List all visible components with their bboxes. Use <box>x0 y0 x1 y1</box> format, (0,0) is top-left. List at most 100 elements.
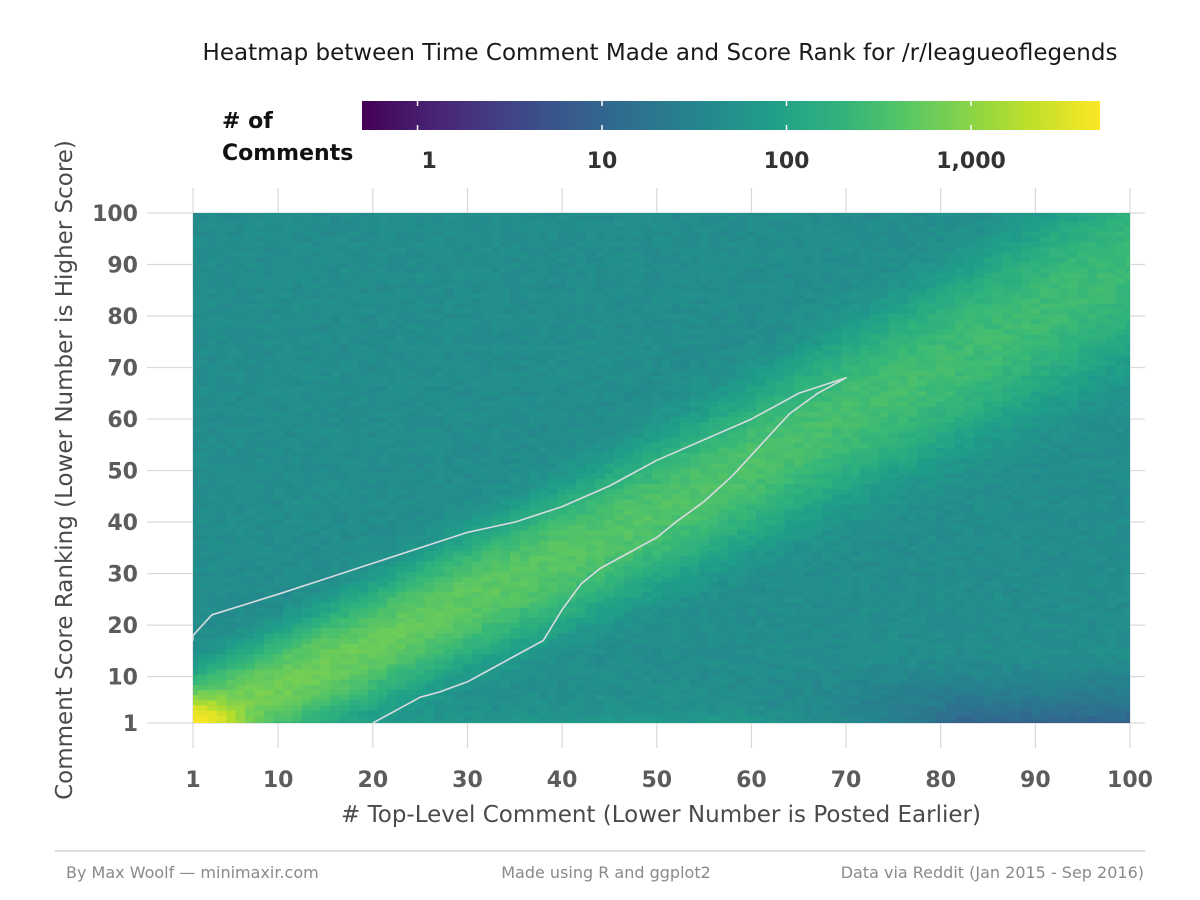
heatmap-cell <box>207 344 218 351</box>
heatmap-cell <box>330 318 341 325</box>
heatmap-cell <box>396 689 407 696</box>
heatmap-cell <box>254 663 265 670</box>
heatmap-cell <box>405 483 417 490</box>
heatmap-cell <box>207 596 218 603</box>
heatmap-cell <box>263 622 275 629</box>
heatmap-cell <box>330 581 341 588</box>
heatmap-cell <box>197 364 208 371</box>
heatmap-cell <box>595 704 606 711</box>
heatmap-cell <box>245 565 256 572</box>
heatmap-cell <box>519 493 530 500</box>
heatmap-cell <box>652 632 663 639</box>
heatmap-cell <box>387 213 398 217</box>
heatmap-cell <box>500 638 511 644</box>
heatmap-cell <box>254 364 265 371</box>
heatmap-cell <box>462 555 473 562</box>
heatmap-cell <box>443 591 454 598</box>
heatmap-cell <box>396 267 407 273</box>
heatmap-cell <box>642 534 653 541</box>
heatmap-cell <box>434 581 445 588</box>
heatmap-cell <box>652 689 663 696</box>
heatmap-cell <box>453 591 464 598</box>
heatmap-cell <box>443 468 454 474</box>
heatmap-cell <box>566 601 577 608</box>
heatmap-cell <box>339 540 350 546</box>
heatmap-cell <box>358 710 369 716</box>
heatmap-cell <box>301 323 312 330</box>
heatmap-cell <box>566 493 577 500</box>
heatmap-cell <box>510 483 521 490</box>
heatmap-cell <box>472 437 483 443</box>
heatmap-cell <box>197 431 208 438</box>
heatmap-cell <box>193 390 199 397</box>
heatmap-cell <box>595 689 606 696</box>
heatmap-cell <box>453 251 464 258</box>
heatmap-cell <box>434 591 445 598</box>
heatmap-cell <box>282 251 293 258</box>
heatmap-cell <box>642 452 653 459</box>
colorbar <box>362 101 1100 130</box>
heatmap-cell <box>320 468 331 474</box>
heatmap-cell <box>396 622 407 629</box>
heatmap-cell <box>585 601 596 608</box>
heatmap-cell <box>405 674 417 680</box>
heatmap-cell <box>339 426 350 433</box>
heatmap-cell <box>245 277 256 284</box>
heatmap-cell <box>642 231 653 237</box>
heatmap-cell <box>207 684 218 691</box>
heatmap-cell <box>320 550 331 557</box>
heatmap-cell <box>519 586 530 593</box>
heatmap-cell <box>547 519 558 526</box>
heatmap-cell <box>538 658 549 665</box>
heatmap-cell <box>500 308 511 315</box>
heatmap-cell <box>491 509 502 515</box>
heatmap-cell <box>216 581 227 588</box>
heatmap-cell <box>396 674 407 680</box>
heatmap-cell <box>193 385 199 392</box>
heatmap-cell <box>377 303 388 309</box>
heatmap-cell <box>207 287 218 294</box>
heatmap-cell <box>235 555 246 562</box>
heatmap-cell <box>387 576 398 582</box>
heatmap-cell <box>197 401 208 407</box>
heatmap-cell <box>424 638 435 644</box>
heatmap-cell <box>330 385 341 392</box>
heatmap-cell <box>320 478 331 485</box>
heatmap-cell <box>207 241 218 248</box>
heatmap-cell <box>434 411 445 418</box>
heatmap-cell <box>254 318 265 325</box>
heatmap-cell <box>547 385 558 392</box>
heatmap-cell <box>434 663 445 670</box>
heatmap-cell <box>434 648 445 655</box>
heatmap-cell <box>216 457 227 464</box>
heatmap-cell <box>226 581 237 588</box>
heatmap-cell <box>424 395 435 402</box>
heatmap-cell <box>311 328 322 335</box>
heatmap-cell <box>576 344 587 351</box>
heatmap-cell <box>604 287 615 294</box>
heatmap-cell <box>405 416 417 423</box>
heatmap-cell <box>377 565 388 572</box>
heatmap-cell <box>510 359 521 366</box>
heatmap-cell <box>595 601 606 608</box>
heatmap-cell <box>226 303 237 309</box>
heatmap-cell <box>434 261 445 268</box>
heatmap-cell <box>424 524 435 531</box>
heatmap-cell <box>349 519 360 526</box>
heatmap-cell <box>273 292 284 299</box>
heatmap-cell <box>472 364 483 371</box>
heatmap-cell <box>301 540 312 546</box>
heatmap-cell <box>443 679 454 685</box>
heatmap-cell <box>330 586 341 593</box>
heatmap-cell <box>462 292 473 299</box>
heatmap-cell <box>585 442 596 448</box>
heatmap-cell <box>387 364 398 371</box>
heatmap-cell <box>405 663 417 670</box>
heatmap-cell <box>197 534 208 541</box>
heatmap-cell <box>576 715 587 722</box>
heatmap-cell <box>538 272 549 278</box>
heatmap-cell <box>207 524 218 531</box>
heatmap-cell <box>292 303 303 309</box>
heatmap-cell <box>226 231 237 237</box>
heatmap-cell <box>330 225 341 232</box>
